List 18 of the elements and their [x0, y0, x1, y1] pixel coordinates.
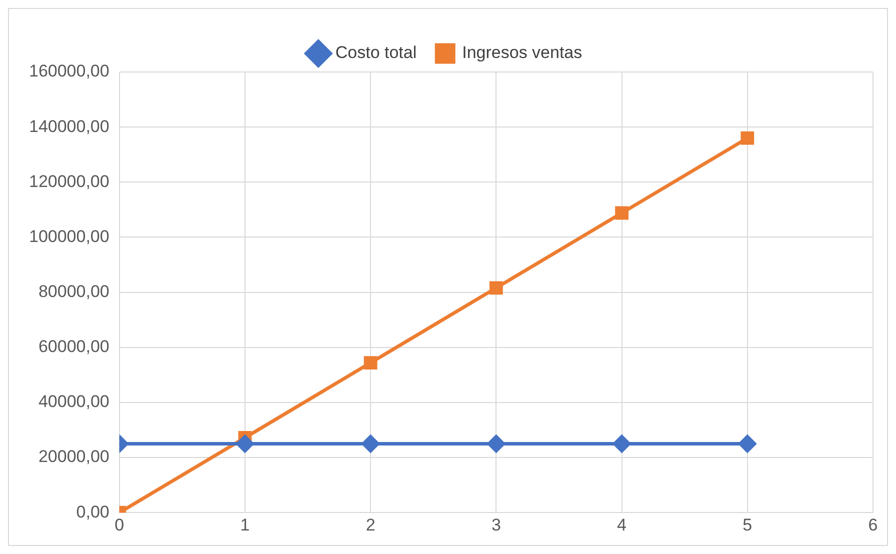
y-tick-label: 160000,00: [28, 62, 110, 81]
y-tick-label: 80000,00: [38, 282, 110, 301]
y-tick-label: 40000,00: [38, 392, 110, 412]
x-tick-label: 1: [240, 515, 250, 534]
x-tick-label: 3: [491, 515, 501, 534]
y-tick-label: 120000,00: [28, 172, 110, 191]
y-tick-label: 140000,00: [28, 116, 110, 136]
y-tick-label: 100000,00: [28, 226, 110, 246]
y-tick-label: 0,00: [76, 502, 110, 522]
y-tick-label: 60000,00: [38, 337, 110, 356]
x-tick-label: 0: [114, 515, 124, 534]
x-tick-label: 6: [868, 515, 878, 534]
legend-label: Costo total: [335, 43, 417, 62]
x-tick-label: 5: [742, 515, 752, 534]
x-tick-label: 2: [366, 515, 376, 534]
y-tick-label: 20000,00: [38, 447, 110, 466]
legend-label: Ingresos ventas: [462, 43, 582, 62]
x-tick-label: 4: [617, 515, 627, 534]
